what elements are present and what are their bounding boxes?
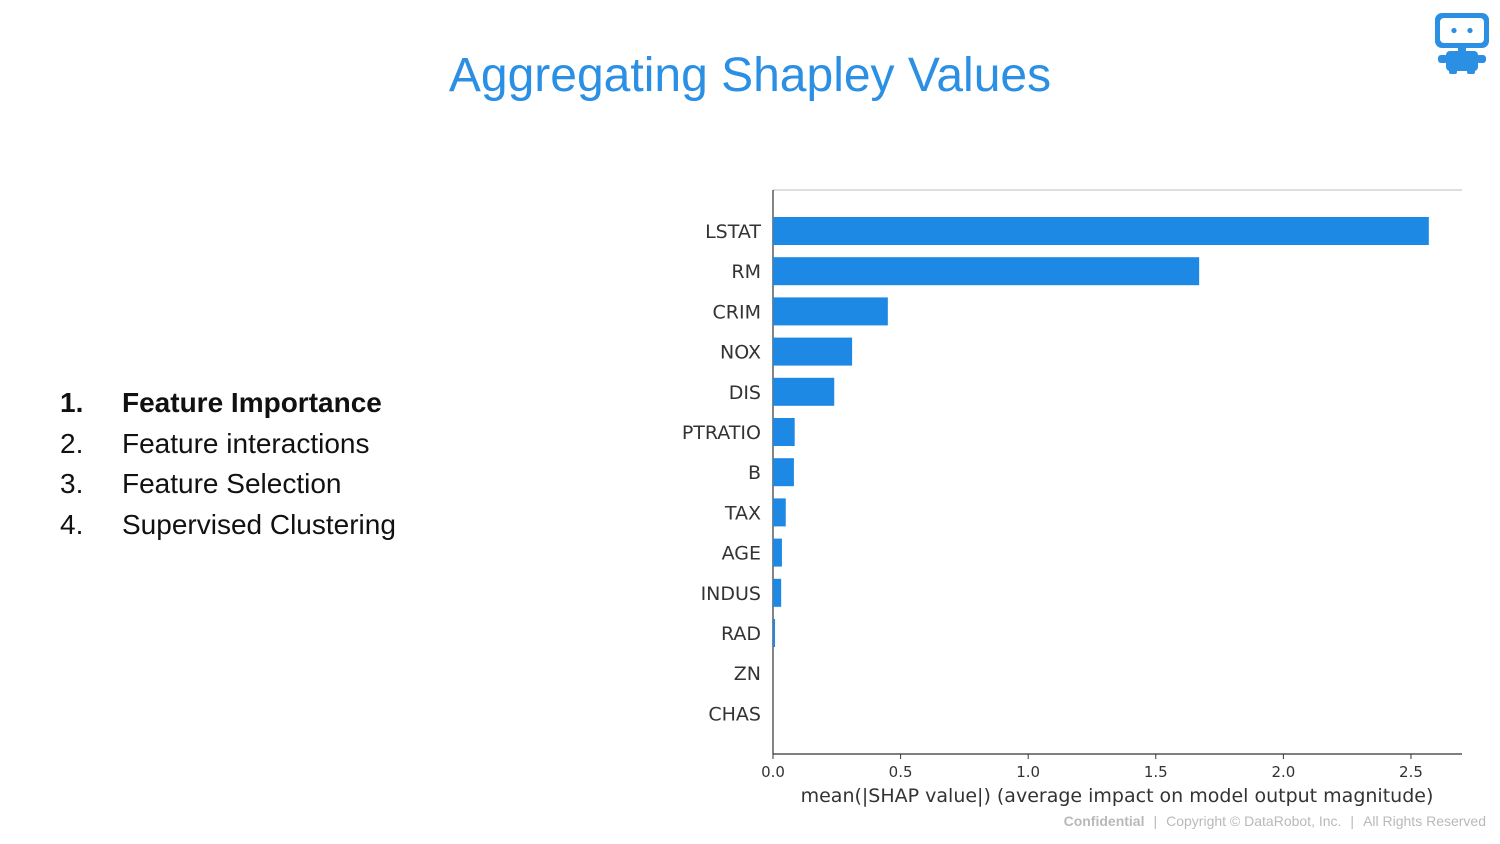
bar-ptratio xyxy=(773,418,795,446)
list-item: 1. Feature Importance xyxy=(60,383,396,424)
bar-tax xyxy=(773,498,786,527)
feature-label: NOX xyxy=(720,342,761,364)
feature-label: PTRATIO xyxy=(682,422,761,444)
feature-label: RM xyxy=(731,261,761,283)
list-item: 4. Supervised Clustering xyxy=(60,505,396,546)
bar-indus xyxy=(773,578,782,607)
feature-label: DIS xyxy=(729,382,761,404)
list-item-number: 3. xyxy=(60,468,84,499)
bar-age xyxy=(773,538,782,567)
uses-list: 1. Feature Importance 2. Feature interac… xyxy=(60,383,396,545)
x-axis-label: mean(|SHAP value|) (average impact on mo… xyxy=(801,785,1434,807)
feature-label: B xyxy=(748,462,761,484)
datarobot-robot-icon xyxy=(1435,13,1489,74)
list-item-number: 4. xyxy=(60,508,84,540)
feature-label: INDUS xyxy=(701,583,761,605)
feature-label: RAD xyxy=(721,623,761,645)
x-tick-label: 0.0 xyxy=(761,763,785,781)
bar-rm xyxy=(773,257,1200,286)
feature-label: ZN xyxy=(734,663,761,685)
feature-label: LSTAT xyxy=(705,221,761,243)
bar-nox xyxy=(773,337,853,366)
list-item-label: Feature Importance xyxy=(122,387,382,418)
list-item-number: 1. xyxy=(60,387,84,418)
x-tick-label: 1.5 xyxy=(1144,763,1168,781)
list-item: 2. Feature interactions xyxy=(60,424,396,465)
bar-lstat xyxy=(773,217,1429,245)
bar-rad xyxy=(773,619,776,647)
list-item: 3. Feature Selection xyxy=(60,464,396,505)
footer-confidential: Confidential xyxy=(1063,813,1145,829)
bar-crim xyxy=(773,297,888,326)
feature-label: CRIM xyxy=(713,301,761,323)
list-item-label: Feature interactions xyxy=(122,427,370,459)
bar-b xyxy=(773,458,794,487)
footer-rights: All Rights Reserved xyxy=(1363,813,1486,829)
bar-dis xyxy=(773,377,835,406)
x-tick-label: 1.0 xyxy=(1016,763,1040,781)
list-item-number: 2. xyxy=(60,427,84,459)
feature-label: TAX xyxy=(724,502,761,524)
x-tick-label: 0.5 xyxy=(889,763,913,781)
slide-title: Aggregating Shapley Values xyxy=(448,49,1052,102)
footer-copyright: Copyright © DataRobot, Inc. xyxy=(1166,813,1342,829)
footer: Confidential | Copyright © DataRobot, Inc.… xyxy=(1063,813,1486,829)
feature-label: CHAS xyxy=(708,703,761,725)
list-item-label: Supervised Clustering xyxy=(122,508,396,540)
x-tick-label: 2.5 xyxy=(1399,763,1423,781)
x-tick-label: 2.0 xyxy=(1271,763,1295,781)
list-item-label: Feature Selection xyxy=(122,468,342,499)
feature-label: AGE xyxy=(722,543,761,565)
